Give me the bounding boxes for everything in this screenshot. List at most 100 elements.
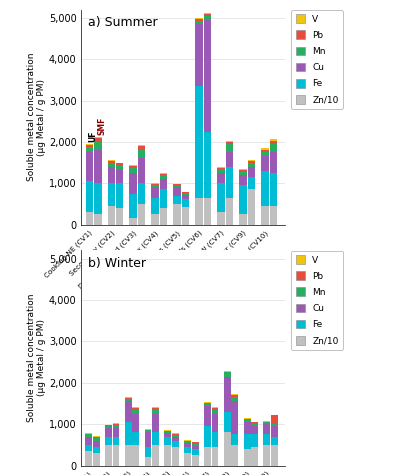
Bar xyxy=(172,441,179,447)
Bar xyxy=(116,208,123,225)
Bar xyxy=(113,437,119,445)
Bar xyxy=(93,438,100,441)
Bar xyxy=(164,445,171,466)
Bar xyxy=(116,162,123,163)
Bar xyxy=(173,184,181,185)
Bar xyxy=(125,401,131,422)
Bar xyxy=(212,408,219,409)
Bar xyxy=(232,435,238,445)
Bar xyxy=(271,424,278,426)
Bar xyxy=(138,183,145,204)
Bar xyxy=(138,146,145,150)
Bar xyxy=(164,433,171,437)
Bar xyxy=(85,212,93,225)
Bar xyxy=(132,432,139,445)
Bar xyxy=(93,441,100,447)
Bar xyxy=(138,158,145,183)
Bar xyxy=(113,428,119,437)
Bar xyxy=(261,171,269,206)
Bar xyxy=(132,414,139,432)
Bar xyxy=(195,19,203,21)
Bar xyxy=(85,435,92,437)
Bar xyxy=(129,166,137,168)
Bar xyxy=(247,177,255,190)
Bar xyxy=(251,426,258,435)
Bar xyxy=(225,167,233,198)
Bar xyxy=(269,139,277,141)
Bar xyxy=(195,86,203,198)
Bar xyxy=(116,165,123,169)
Bar xyxy=(232,397,238,401)
Bar xyxy=(271,416,278,424)
Bar xyxy=(247,167,255,177)
Bar xyxy=(244,419,250,420)
Bar xyxy=(224,377,231,412)
Bar xyxy=(116,163,123,165)
Bar xyxy=(107,161,115,162)
Bar xyxy=(113,445,119,466)
Bar xyxy=(164,432,171,433)
Bar xyxy=(172,447,179,466)
Bar xyxy=(152,409,159,414)
Bar xyxy=(125,399,131,401)
Bar xyxy=(212,409,219,414)
Bar xyxy=(113,423,119,424)
Bar xyxy=(204,132,211,198)
Bar xyxy=(105,426,112,428)
Bar xyxy=(192,449,199,455)
Bar xyxy=(204,403,211,406)
Bar xyxy=(173,204,181,225)
Bar xyxy=(225,144,233,152)
Bar xyxy=(107,183,115,206)
Bar xyxy=(271,415,278,416)
Bar xyxy=(195,18,203,19)
Bar xyxy=(263,445,270,466)
Y-axis label: Soluble metal concentration
(μg Metal / g PM): Soluble metal concentration (μg Metal / … xyxy=(26,294,46,422)
Bar xyxy=(212,447,219,466)
Bar xyxy=(204,198,211,225)
Bar xyxy=(225,141,233,142)
Bar xyxy=(204,426,211,447)
Bar xyxy=(125,397,131,398)
Bar xyxy=(85,181,93,212)
Bar xyxy=(212,432,219,447)
Bar xyxy=(151,183,159,184)
Bar xyxy=(182,191,189,192)
Bar xyxy=(85,152,93,181)
Text: a) Summer: a) Summer xyxy=(88,16,157,29)
Bar xyxy=(160,173,167,174)
Bar xyxy=(152,445,159,466)
Bar xyxy=(247,162,255,167)
Bar xyxy=(85,451,92,466)
Bar xyxy=(172,435,179,437)
Bar xyxy=(113,424,119,425)
Bar xyxy=(116,183,123,208)
Bar xyxy=(152,408,159,409)
Bar xyxy=(271,445,278,466)
Bar xyxy=(182,199,189,207)
Bar xyxy=(152,432,159,445)
Bar xyxy=(132,407,139,408)
Bar xyxy=(263,421,270,422)
Bar xyxy=(182,195,189,199)
Bar xyxy=(93,436,100,437)
Bar xyxy=(138,145,145,146)
Bar xyxy=(94,138,102,142)
Bar xyxy=(94,183,102,214)
Bar xyxy=(129,165,137,166)
Bar xyxy=(85,147,93,152)
Bar xyxy=(261,148,269,150)
Legend: V, Pb, Mn, Cu, Fe, Zn/10: V, Pb, Mn, Cu, Fe, Zn/10 xyxy=(291,251,343,350)
Bar xyxy=(192,441,199,442)
Bar xyxy=(261,206,269,225)
Bar xyxy=(269,152,277,173)
Bar xyxy=(184,443,191,447)
Bar xyxy=(225,142,233,144)
Bar xyxy=(261,150,269,152)
Bar xyxy=(160,208,167,225)
Bar xyxy=(93,437,100,438)
Bar xyxy=(192,442,199,443)
Bar xyxy=(204,14,211,16)
Bar xyxy=(94,214,102,225)
Bar xyxy=(107,162,115,167)
